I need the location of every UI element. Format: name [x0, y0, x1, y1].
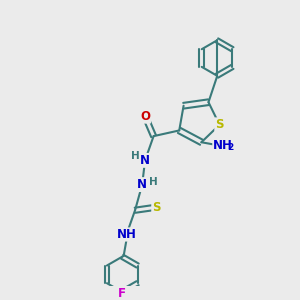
Text: NH: NH — [213, 139, 233, 152]
Text: H: H — [148, 177, 158, 187]
Text: NH: NH — [117, 228, 136, 241]
Text: H: H — [131, 151, 140, 161]
Text: N: N — [137, 178, 147, 191]
Text: 2: 2 — [227, 143, 234, 152]
Text: F: F — [118, 287, 126, 300]
Text: S: S — [215, 118, 224, 131]
Text: S: S — [152, 201, 161, 214]
Text: O: O — [140, 110, 150, 123]
Text: N: N — [140, 154, 150, 167]
